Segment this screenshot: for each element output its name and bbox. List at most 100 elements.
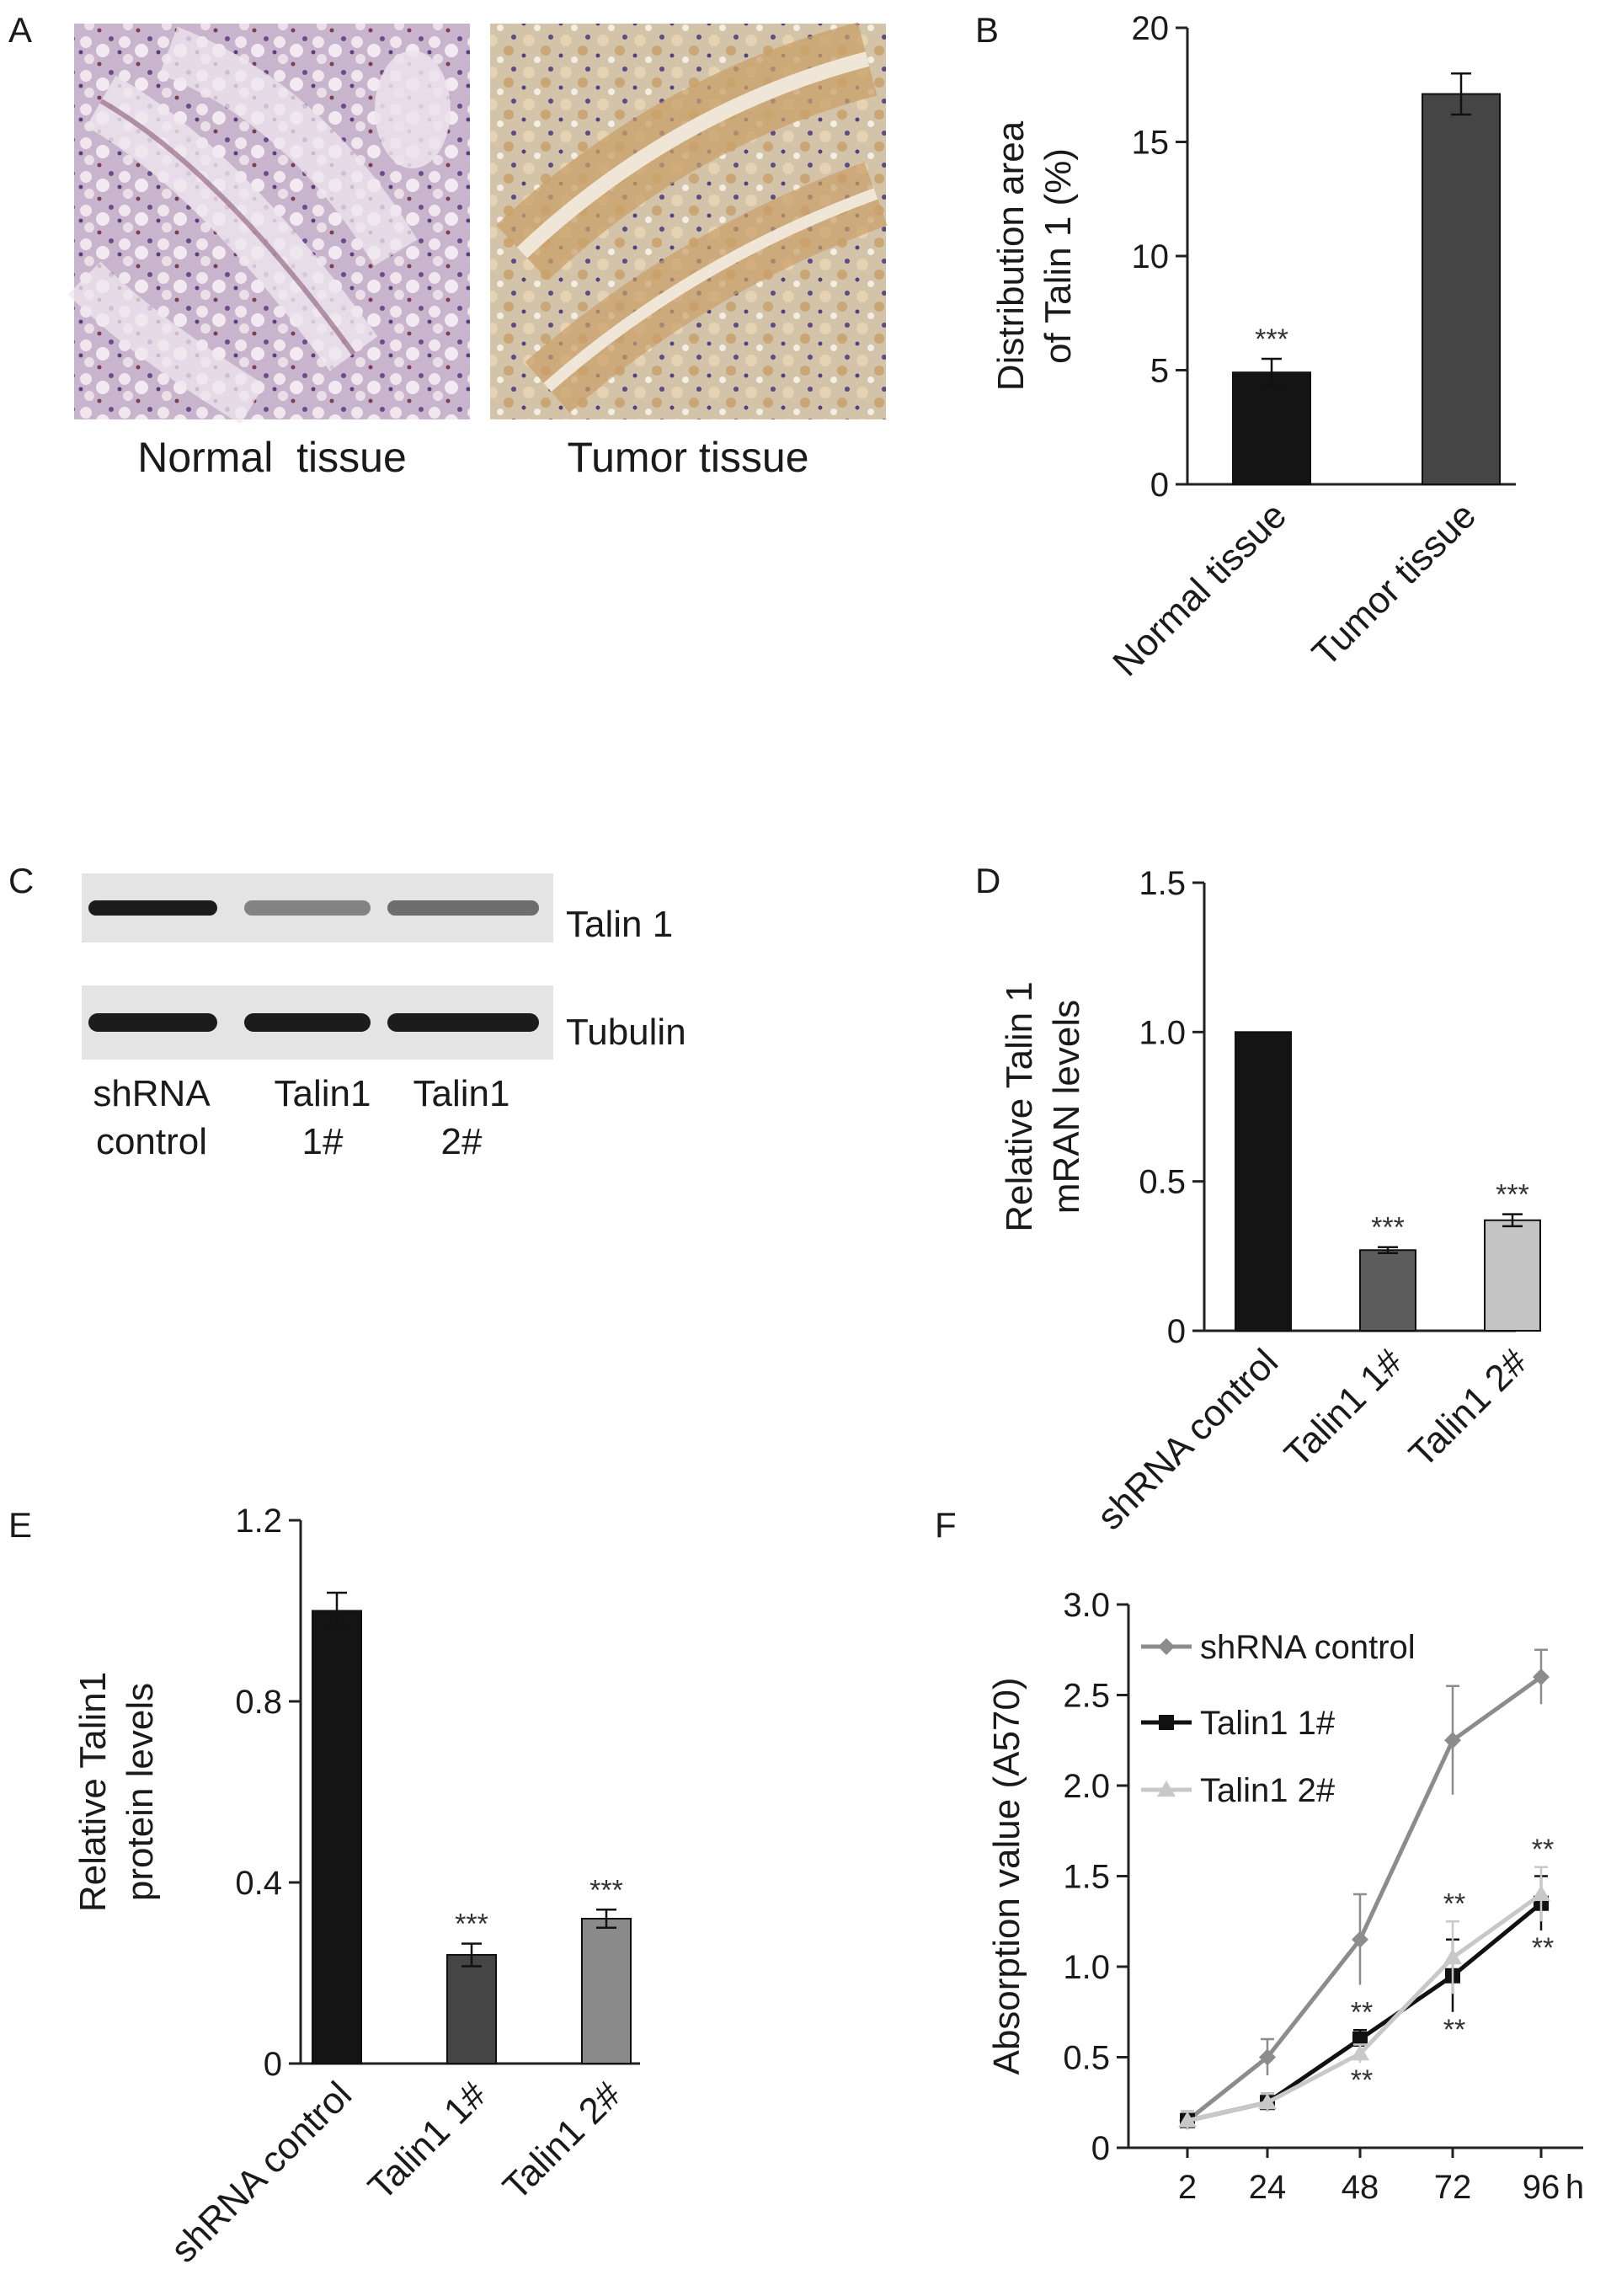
category-label-1: shRNA control	[163, 2074, 360, 2271]
y-tick-label: 10	[1132, 238, 1170, 275]
data-point	[1259, 2048, 1276, 2066]
y-tick-label: 0	[264, 2046, 282, 2083]
bar-3	[581, 1918, 632, 2064]
category-label-2: Talin1 1#	[360, 2074, 495, 2208]
lane-labels: shRNA control Talin1 1# Talin1 2#	[93, 1073, 509, 1162]
y-tick-label: 15	[1132, 125, 1170, 162]
talin1-band-2	[244, 900, 371, 916]
data-point	[1178, 2111, 1197, 2128]
category-label-1: Normal tissue	[1105, 494, 1294, 684]
y-tick-label: 1.2	[235, 1503, 282, 1540]
y-tick-label: 1.5	[1063, 1859, 1110, 1896]
data-point	[1258, 2093, 1277, 2110]
panel-letter-d: D	[975, 861, 1000, 900]
x-tick-label: 72	[1434, 2169, 1472, 2206]
y-axis-title-line: Distribution area	[990, 120, 1032, 391]
bar-2	[446, 1954, 497, 2064]
lane-1-label-line1: shRNA	[93, 1073, 211, 1114]
y-axis-title: Distribution area of Talin 1 (%)	[990, 120, 1079, 391]
significance-above: **	[1351, 1996, 1373, 2028]
y-tick-label: 0.5	[1063, 2040, 1110, 2077]
legend-label-1: shRNA control	[1200, 1629, 1416, 1666]
data-point	[1533, 1669, 1550, 1685]
significance-above: **	[1532, 1834, 1554, 1866]
y-tick-label: 5	[1150, 353, 1169, 390]
tubulin-band-3	[387, 1013, 539, 1032]
y-tick-label: 0.4	[235, 1865, 282, 1902]
talin1-band-3	[387, 900, 539, 916]
x-tick-label: 2	[1178, 2169, 1197, 2206]
significance-3: ***	[1496, 1179, 1529, 1211]
chart-d: 0 0.5 1.0 1.5 Relative Talin 1 mRAN levels shR…	[999, 865, 1541, 1538]
bar-2	[1359, 1249, 1416, 1332]
category-label-2: Talin1 1#	[1277, 1341, 1411, 1476]
legend-marker-1	[1158, 1638, 1175, 1655]
significance-1: ***	[1255, 323, 1288, 355]
x-tick-label: 96	[1523, 2169, 1560, 2206]
lane-1-label-line2: control	[96, 1121, 207, 1162]
significance-below: **	[1443, 2014, 1465, 2046]
y-tick-label: 0.8	[235, 1684, 282, 1721]
panel-letter-b: B	[975, 10, 999, 50]
significance-above: **	[1443, 1888, 1465, 1920]
y-tick-label: 0	[1150, 467, 1169, 504]
y-axis-title-line: mRAN levels	[1046, 1000, 1087, 1214]
normal-tissue-label: Normal tissue	[137, 434, 407, 481]
tubulin-band-label: Tubulin	[566, 1012, 686, 1053]
y-tick-label: 0.5	[1139, 1164, 1186, 1201]
x-tick-label: 48	[1342, 2169, 1379, 2206]
panel-letter-a: A	[8, 10, 32, 50]
y-tick-label: 20	[1132, 10, 1170, 47]
legend-label-3: Talin1 2#	[1200, 1772, 1336, 1809]
chart-e: 0 0.4 0.8 1.2 Relative Talin1 protein levels s…	[72, 1503, 640, 2271]
category-label-2: Tumor tissue	[1304, 494, 1484, 674]
data-point	[1351, 2044, 1369, 2061]
y-axis-title: Relative Talin1 protein levels	[72, 1672, 161, 1912]
significance-3: ***	[589, 1874, 623, 1906]
micrograph-tumor	[490, 22, 888, 419]
tubulin-band-2	[244, 1013, 371, 1032]
significance-below: **	[1351, 2064, 1373, 2096]
legend-label-2: Talin1 1#	[1200, 1705, 1336, 1742]
data-point	[1444, 1732, 1461, 1749]
data-point	[1532, 1885, 1550, 1901]
lane-3-label-line2: 2#	[441, 1121, 483, 1162]
panel-letter-f: F	[935, 1505, 957, 1545]
y-axis-title: Absorption value (A570)	[986, 1677, 1027, 2074]
legend-marker-2	[1159, 1715, 1174, 1730]
y-tick-label: 2.5	[1063, 1678, 1110, 1715]
x-tick-label: 24	[1249, 2169, 1287, 2206]
lane-2-label-line1: Talin1	[275, 1073, 371, 1114]
data-point	[1352, 2032, 1368, 2047]
talin1-band-label: Talin 1	[566, 904, 673, 945]
category-label-3: Talin1 2#	[495, 2074, 630, 2208]
y-tick-label: 1.0	[1063, 1949, 1110, 1986]
bar-1	[1232, 371, 1311, 485]
bar-1	[1235, 1031, 1292, 1332]
tumor-tissue-label: Tumor tissue	[567, 434, 808, 481]
y-axis-title-line: Relative Talin1	[72, 1672, 114, 1912]
tubulin-band-1	[88, 1013, 217, 1032]
y-tick-label: 0	[1167, 1313, 1186, 1350]
significance-2: ***	[455, 1909, 488, 1941]
y-axis-title-line: protein levels	[120, 1683, 161, 1901]
y-tick-label: 3.0	[1063, 1587, 1110, 1624]
y-axis-title: Relative Talin 1 mRAN levels	[999, 981, 1087, 1232]
y-axis-title-line: Relative Talin 1	[999, 981, 1040, 1232]
panel-letter-e: E	[8, 1505, 32, 1545]
significance-below: **	[1532, 1932, 1554, 1964]
lane-2-label-line2: 1#	[302, 1121, 344, 1162]
y-tick-label: 1.0	[1139, 1014, 1186, 1051]
x-unit-label: h	[1566, 2169, 1584, 2206]
micrograph-normal	[67, 24, 470, 424]
chart-f: 0 0.5 1.0 1.5 2.0 2.5 3.0 2 24 48 72 96 h Absorption …	[986, 1587, 1584, 2206]
data-point	[1443, 1948, 1462, 1965]
category-label-3: Talin1 2#	[1401, 1341, 1536, 1476]
y-tick-label: 0	[1091, 2130, 1110, 2167]
bar-3	[1484, 1219, 1541, 1332]
legend-marker-3	[1157, 1781, 1176, 1797]
bar-2	[1422, 93, 1501, 485]
chart-b: 0 5 10 15 20 Distribution area of Talin 1 (%) *…	[990, 10, 1516, 684]
talin1-band-1	[88, 900, 217, 916]
